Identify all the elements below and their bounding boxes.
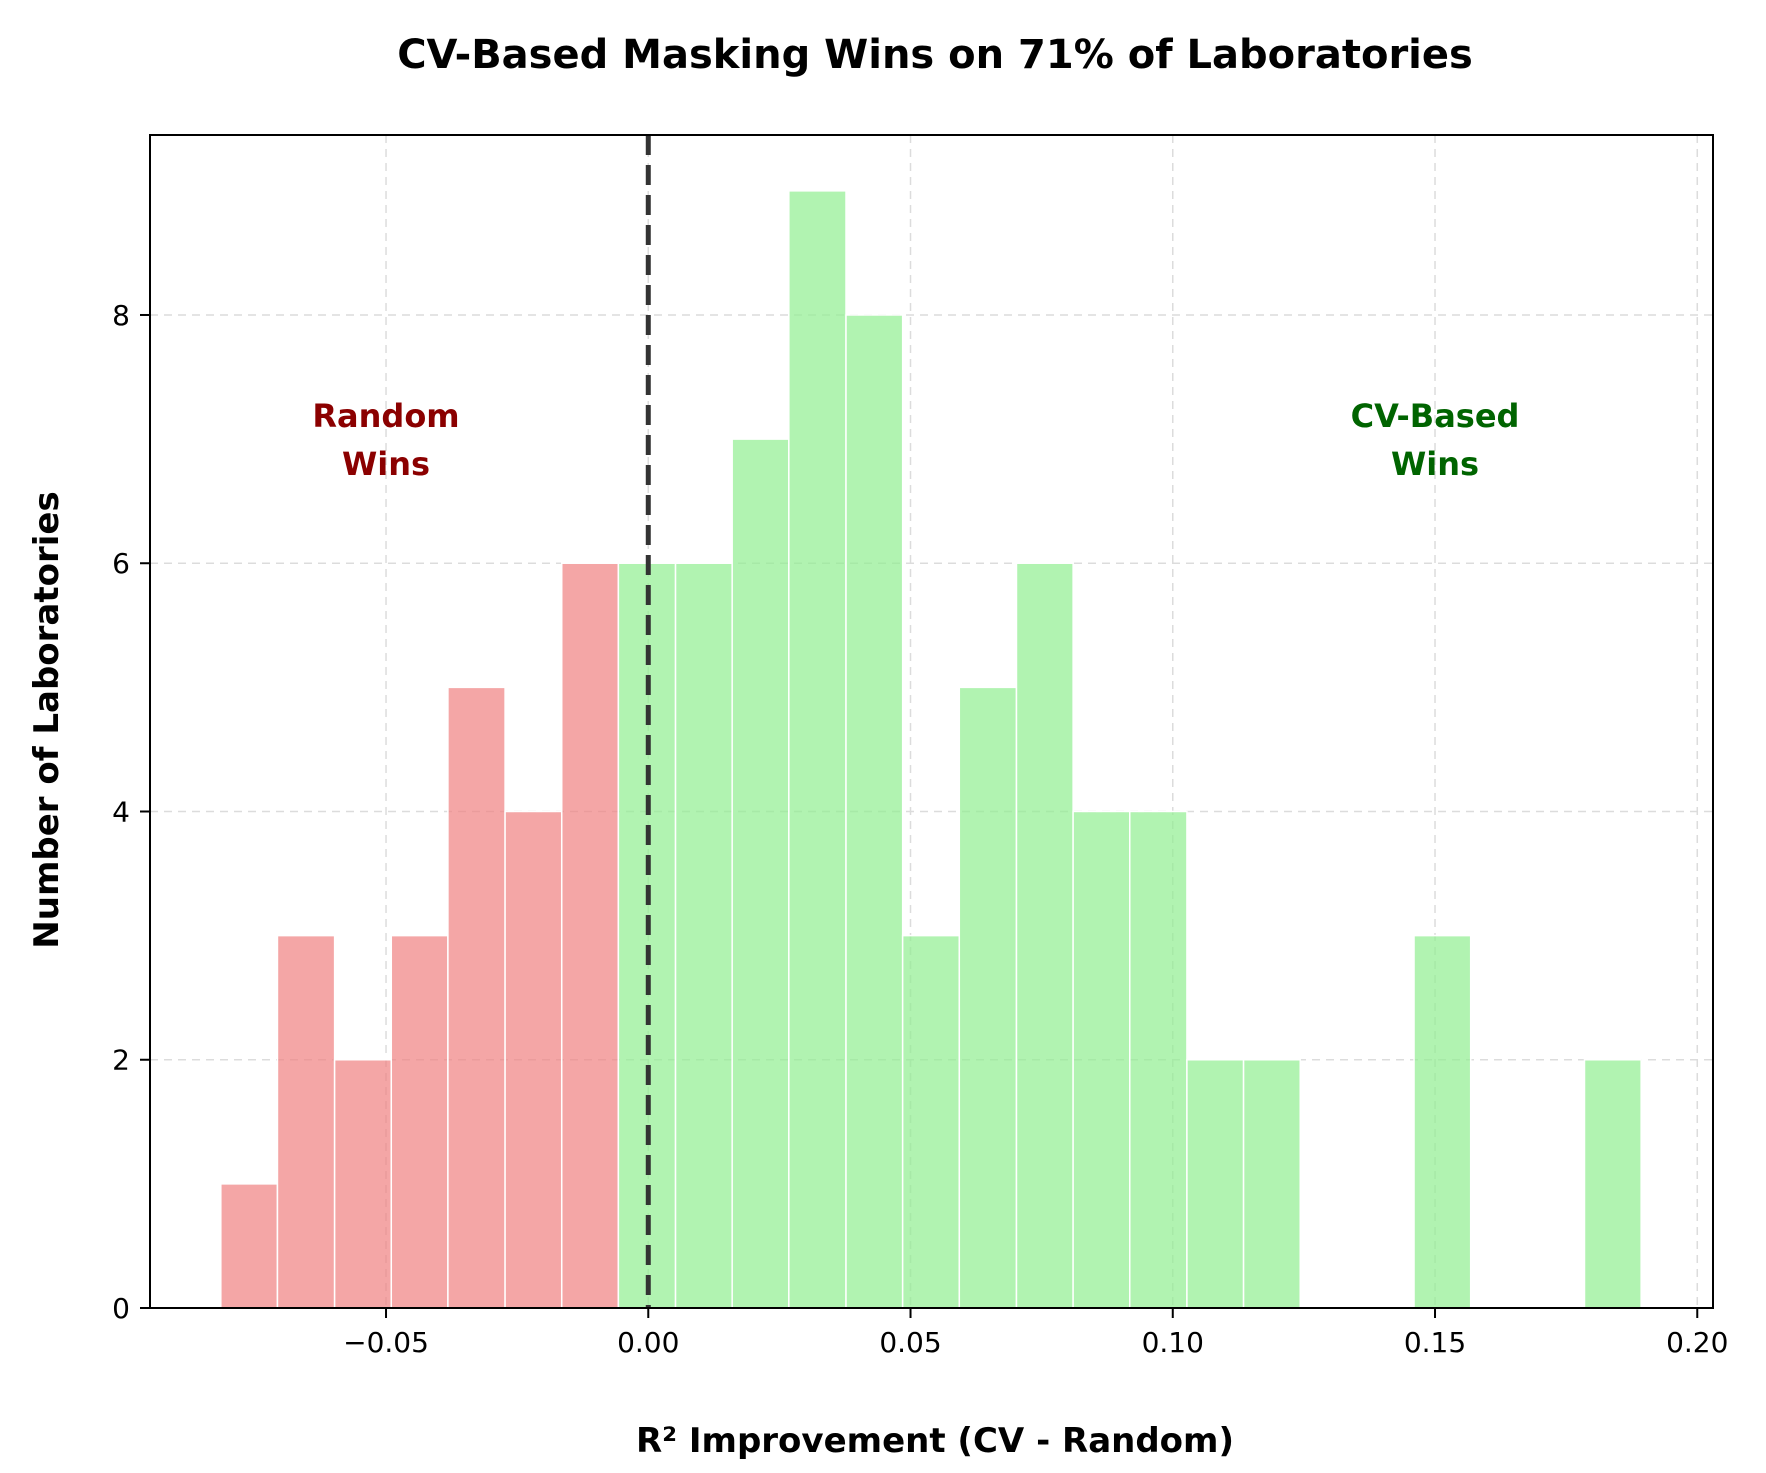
histogram-bar (220, 1183, 279, 1309)
histogram-bar (1186, 1058, 1245, 1309)
histogram-bar (560, 562, 620, 1309)
histogram-bar (788, 190, 847, 1309)
y-tick-label: 4 (112, 795, 130, 828)
x-axis-label: R² Improvement (CV - Random) (636, 1421, 1234, 1461)
histogram-bar (333, 1058, 393, 1309)
histogram-bar (390, 934, 449, 1309)
annotation-line: Wins (342, 445, 430, 483)
histogram-bar (1583, 1058, 1642, 1309)
annotation-line: Random (312, 397, 459, 435)
annotation-line: CV-Based (1351, 397, 1520, 435)
histogram-bar (845, 314, 904, 1309)
histogram-bar (1015, 562, 1074, 1309)
y-axis-ticks: 0 2 4 6 8 (112, 299, 150, 1325)
chart-title: CV-Based Masking Wins on 71% of Laborato… (397, 32, 1473, 78)
x-tick-label: −0.05 (343, 1326, 429, 1359)
annotation-line: Wins (1391, 445, 1479, 483)
histogram-bar (1072, 810, 1131, 1309)
annotation-text: Random Wins (312, 397, 459, 483)
plot-frame (149, 134, 1714, 1309)
y-axis-label: Number of Laboratories (27, 491, 67, 948)
histogram-bar (731, 438, 790, 1309)
y-tick-label: 8 (112, 299, 130, 332)
x-tick-label: 0.15 (1404, 1326, 1466, 1359)
histogram-bars (220, 190, 1642, 1309)
y-tick-label: 6 (112, 547, 130, 580)
histogram-bar (958, 686, 1018, 1309)
histogram-bar (901, 934, 961, 1309)
region-annotations: Random Wins CV-Based Wins (312, 397, 1519, 483)
histogram-bar (276, 934, 336, 1309)
histogram-bar (1413, 934, 1472, 1309)
x-tick-label: 0.00 (617, 1326, 679, 1359)
x-axis-ticks: −0.05 0.00 0.05 0.10 0.15 0.20 (343, 1308, 1728, 1359)
histogram-bar (1242, 1058, 1301, 1309)
histogram-bar (504, 810, 563, 1309)
y-tick-label: 2 (112, 1044, 130, 1077)
histogram-bar (447, 686, 506, 1309)
histogram-bar (674, 562, 733, 1309)
y-tick-label: 0 (112, 1292, 130, 1325)
annotation-text: CV-Based Wins (1351, 397, 1520, 483)
histogram-bar (1129, 810, 1188, 1309)
x-tick-label: 0.10 (1142, 1326, 1204, 1359)
x-tick-label: 0.05 (879, 1326, 941, 1359)
x-tick-label: 0.20 (1666, 1326, 1728, 1359)
